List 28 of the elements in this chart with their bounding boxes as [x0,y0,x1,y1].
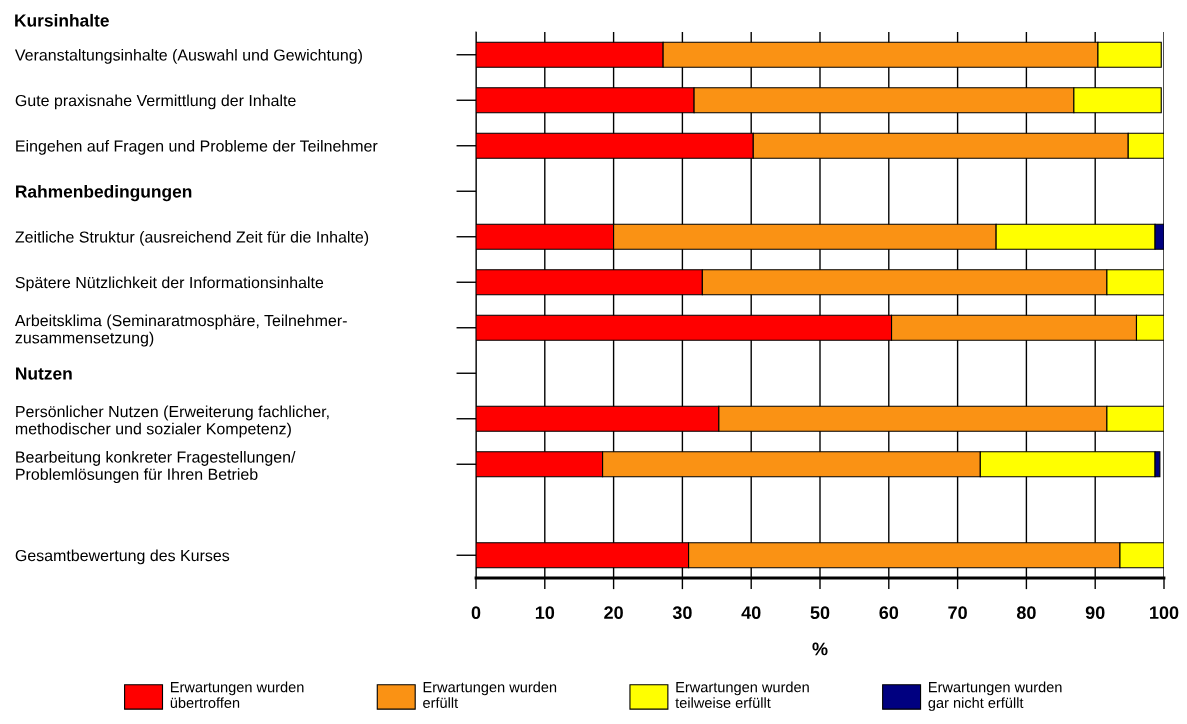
legend-label: Erwartungen wurden erfüllt [423,681,557,708]
x-tick-label: 100 [1150,606,1179,620]
x-tick-label: 0 [471,606,481,620]
x-tick-label: 10 [535,606,555,620]
y-tick-label: Bearbeitung konkreter Fragestellungen/ Problemlösungen für Ihren Betrieb [16,451,296,484]
legend-label: Erwartungen wurden gar nicht erfüllt [928,681,1062,711]
x-tick-label: 20 [604,606,623,620]
x-axis-title: % [812,642,828,656]
y-tick-label: Zeitliche Struktur (ausreichend Zeit für die Inhalte) [15,230,369,246]
y-tick-label: Veranstaltungsinhalte (Auswahl und Gewichtung) [14,48,362,64]
x-tick-label: 50 [810,606,830,620]
y-tick-label: Spätere Nützlichkeit der Informationsinhalte [15,276,324,292]
x-tick-label: 40 [741,606,761,620]
x-tick-label: 60 [879,606,899,620]
legend-label: Erwartungen wurden teilweise erfüllt [675,681,809,708]
x-tick-label: 90 [1085,606,1105,620]
x-tick-label: 80 [1016,606,1036,620]
text: Kursinhalte [15,13,109,27]
y-tick-label: Arbeitsklima (Seminaratmosphäre, Teilnehmer- zusammensetzung) [14,314,347,347]
x-tick-label: 30 [672,606,692,620]
y-tick-label: Gute praxisnahe Vermittlung der Inhalte [15,94,296,110]
y-tick-label: Gesamtbewertung des Kurses [15,549,230,565]
y-tick-label: Nutzen [16,367,72,380]
y-tick-label: Rahmenbedingungen [16,184,192,202]
y-tick-label: Persönlicher Nutzen (Erweiterung fachlicher, methodischer und sozialer Kompetenz) [15,405,329,438]
legend-label: Erwartungen wurden übertroffen [170,681,304,708]
y-tick-label: Eingehen auf Fragen und Probleme der Teilnehmer [16,139,378,155]
x-tick-label: 70 [948,606,967,620]
